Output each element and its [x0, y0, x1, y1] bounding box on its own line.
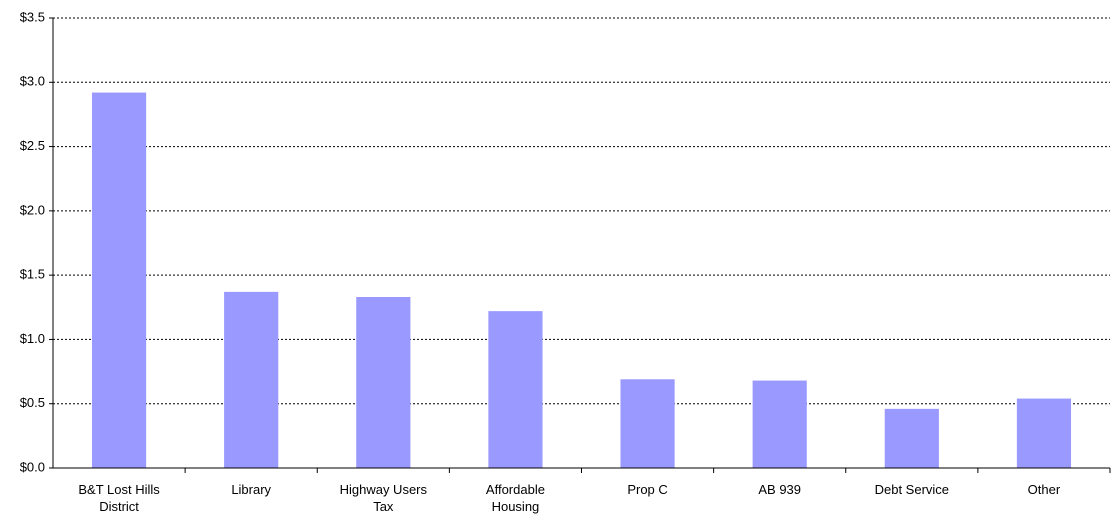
x-tick-label: Library: [231, 482, 271, 497]
x-tick-label: AB 939: [758, 482, 801, 497]
bar: [356, 297, 411, 468]
bar: [488, 311, 543, 468]
bar: [224, 291, 279, 468]
bar: [91, 92, 147, 469]
y-tick-label: $1.5: [20, 267, 45, 282]
x-tick-label: Other: [1028, 482, 1061, 497]
y-tick-label: $0.0: [20, 459, 45, 474]
y-tick-label: $3.0: [20, 74, 45, 89]
y-tick-label: $3.5: [20, 9, 45, 24]
bar: [752, 380, 807, 468]
y-tick-label: $2.5: [20, 138, 45, 153]
x-tick-label: Prop C: [627, 482, 667, 497]
y-tick-label: $0.5: [20, 395, 45, 410]
y-tick-label: $1.0: [20, 331, 45, 346]
y-tick-label: $2.0: [20, 202, 45, 217]
x-tick-label: Highway Users Tax: [340, 482, 428, 514]
x-tick-label: B&T Lost Hills District: [78, 482, 160, 514]
bar: [620, 379, 675, 468]
x-tick-label: Affordable Housing: [486, 482, 545, 514]
bar: [1016, 398, 1072, 468]
bar: [884, 408, 939, 468]
x-tick-label: Debt Service: [875, 482, 949, 497]
